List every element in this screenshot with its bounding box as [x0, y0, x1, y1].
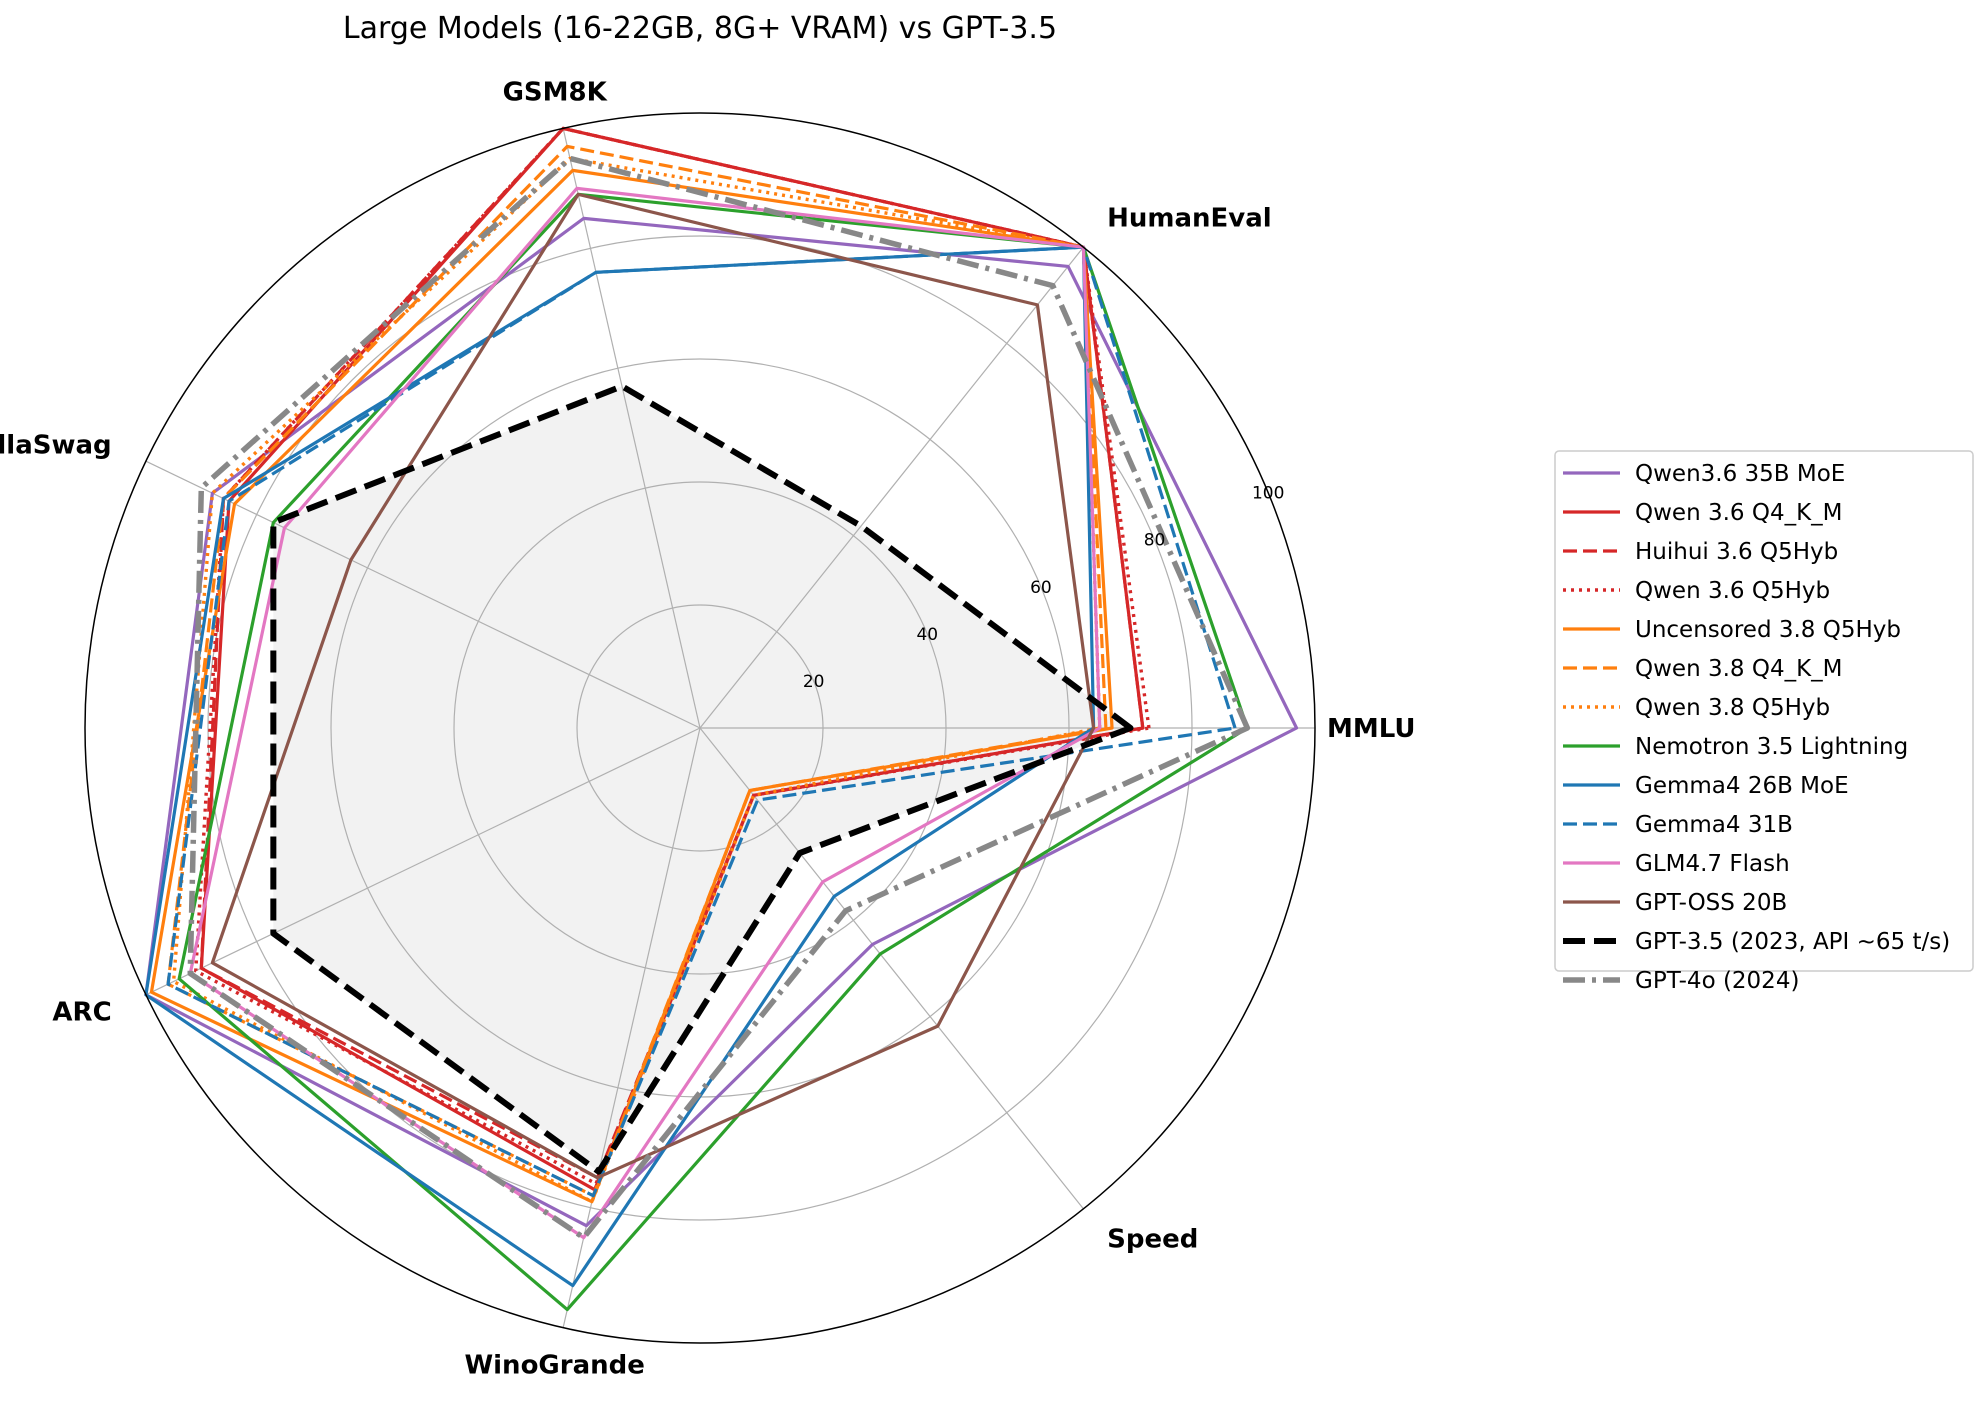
legend-label: Qwen 3.8 Q4_K_M	[1635, 656, 1843, 682]
axis-label: HumanEval	[1107, 203, 1272, 233]
series-lines	[84, 112, 1316, 1344]
legend-items: Qwen3.6 35B MoE Qwen 3.6 Q4_K_M Huihui 3.6…	[1563, 461, 1950, 994]
radial-tick-label: 40	[916, 625, 938, 645]
series-line	[144, 216, 1299, 1228]
series-line	[188, 186, 1102, 1240]
legend-label: GPT-3.5 (2023, API ~65 t/s)	[1635, 929, 1950, 955]
axis-label: Speed	[1107, 1225, 1198, 1255]
legend-label: Qwen 3.6 Q4_K_M	[1635, 500, 1843, 526]
grid-spoke	[145, 727, 701, 996]
legend-frame	[1554, 450, 1974, 972]
chart-title: Large Models (16-22GB, 8G+ VRAM) vs GPT-…	[343, 11, 1057, 46]
grid-spoke	[562, 128, 701, 729]
series-line	[210, 192, 1096, 1180]
legend: Qwen3.6 35B MoE Qwen 3.6 Q4_K_M Huihui 3.6…	[1554, 450, 1974, 994]
legend-label: Huihui 3.6 Q5Hyb	[1635, 539, 1838, 565]
outer-circle	[84, 112, 1316, 1344]
grid-spoke	[562, 727, 701, 1328]
axis-label: ARC	[52, 997, 111, 1027]
legend-label: Nemotron 3.5 Lightning	[1635, 734, 1908, 760]
series-line	[187, 155, 1251, 1241]
legend-label: Gemma4 31B	[1635, 812, 1793, 838]
radial-tick-label: 20	[803, 672, 825, 692]
legend-label: GPT-OSS 20B	[1635, 890, 1787, 916]
grid-spoke	[145, 460, 701, 729]
radial-tick-label: 60	[1030, 578, 1052, 598]
series-line	[270, 383, 1134, 1175]
grid-spoke	[699, 246, 1084, 729]
grid-spoke	[699, 727, 1084, 1210]
legend-label: Qwen 3.6 Q5Hyb	[1635, 578, 1830, 604]
axis-labels: MMLU HumanEval GSM8K HellaSwag ARC WinoGrande…	[0, 77, 1416, 1381]
gpt35-shaded-area	[273, 386, 1131, 1172]
legend-label: Gemma4 26B MoE	[1635, 773, 1849, 799]
axis-label: HellaSwag	[0, 431, 112, 461]
legend-label: GLM4.7 Flash	[1635, 851, 1790, 877]
series-line	[199, 126, 1145, 1180]
radial-tick-label: 100	[1252, 484, 1284, 504]
legend-label: Qwen 3.8 Q5Hyb	[1635, 695, 1830, 721]
legend-label: Uncensored 3.8 Q5Hyb	[1635, 617, 1901, 643]
axis-label: GSM8K	[503, 77, 608, 107]
series-line	[166, 245, 1237, 1198]
axis-label: MMLU	[1327, 714, 1416, 744]
legend-label: GPT-4o (2024)	[1635, 968, 1799, 994]
axis-label: WinoGrande	[464, 1351, 644, 1381]
radial-tick-label: 80	[1144, 531, 1166, 551]
radial-tick-labels: 20 40 60 80 100	[803, 484, 1285, 692]
legend-label: Qwen3.6 35B MoE	[1635, 461, 1845, 487]
